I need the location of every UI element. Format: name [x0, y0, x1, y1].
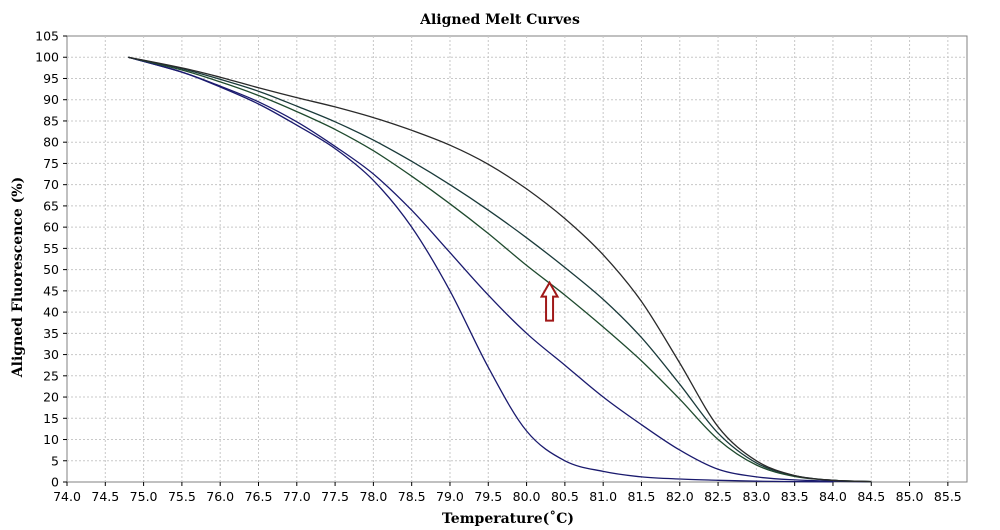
x-axis-label: Temperature(˚C) [442, 510, 574, 527]
x-tick-label: 78.0 [359, 489, 387, 504]
y-tick-label: 105 [35, 29, 59, 44]
x-tick-label: 82.5 [704, 489, 732, 504]
up-arrow-annotation [539, 280, 560, 322]
x-tick-label: 74.0 [53, 489, 81, 504]
y-tick-label: 100 [35, 50, 59, 65]
y-tick-label: 90 [43, 92, 59, 107]
x-tick-label: 81.5 [628, 489, 656, 504]
x-tick-label: 84.0 [819, 489, 847, 504]
y-tick-label: 20 [43, 390, 59, 405]
y-axis-ticks: 0 5 10 15 20 25 30 35 40 45 50 55 60 65 70 75 80 85 90 95 10… [35, 29, 67, 490]
series-line-5 [128, 56, 872, 483]
y-tick-label: 35 [43, 326, 59, 341]
y-tick-label: 40 [43, 305, 59, 320]
chart-title: Aligned Melt Curves [419, 12, 580, 28]
y-tick-label: 5 [51, 453, 59, 468]
x-tick-label: 81.0 [589, 489, 617, 504]
x-tick-label: 83.5 [781, 489, 809, 504]
y-tick-label: 55 [43, 241, 59, 256]
x-tick-label: 85.5 [934, 489, 962, 504]
series-line-1 [128, 56, 834, 483]
y-tick-label: 0 [51, 475, 59, 490]
x-tick-label: 76.5 [245, 489, 273, 504]
series-line-3 [128, 56, 872, 483]
x-tick-label: 83.0 [742, 489, 770, 504]
x-tick-label: 75.5 [168, 489, 196, 504]
y-tick-label: 85 [43, 113, 59, 128]
y-tick-label: 95 [43, 71, 59, 86]
x-tick-label: 79.0 [436, 489, 464, 504]
y-axis-label: Aligned Fluorescence (%) [10, 177, 26, 378]
x-tick-label: 80.5 [551, 489, 579, 504]
series-line-2 [128, 56, 872, 483]
plot-area [66, 35, 968, 483]
y-tick-label: 25 [43, 368, 59, 383]
x-tick-label: 74.5 [91, 489, 119, 504]
x-axis-ticks: 74.0 74.5 75.0 75.5 76.0 76.5 77.0 77.5 78.0 78.5… [53, 482, 962, 504]
y-tick-label: 30 [43, 347, 59, 362]
x-tick-label: 85.0 [896, 489, 924, 504]
series-line-4 [128, 56, 872, 483]
x-tick-label: 77.5 [321, 489, 349, 504]
x-tick-label: 76.0 [206, 489, 234, 504]
y-tick-label: 10 [43, 432, 59, 447]
x-tick-label: 79.5 [474, 489, 502, 504]
annotation-group [539, 280, 560, 322]
y-tick-label: 80 [43, 135, 59, 150]
x-tick-label: 77.0 [283, 489, 311, 504]
x-tick-label: 80.0 [513, 489, 541, 504]
y-tick-label: 70 [43, 177, 59, 192]
y-tick-label: 15 [43, 411, 59, 426]
y-tick-label: 60 [43, 220, 59, 235]
x-tick-label: 82.0 [666, 489, 694, 504]
series-group [128, 56, 872, 483]
y-tick-label: 45 [43, 283, 59, 298]
x-tick-label: 84.5 [857, 489, 885, 504]
x-tick-label: 78.5 [398, 489, 426, 504]
y-tick-label: 75 [43, 156, 59, 171]
x-tick-label: 75.0 [130, 489, 158, 504]
grid-lines [67, 36, 967, 482]
y-tick-label: 50 [43, 262, 59, 277]
y-tick-label: 65 [43, 198, 59, 213]
